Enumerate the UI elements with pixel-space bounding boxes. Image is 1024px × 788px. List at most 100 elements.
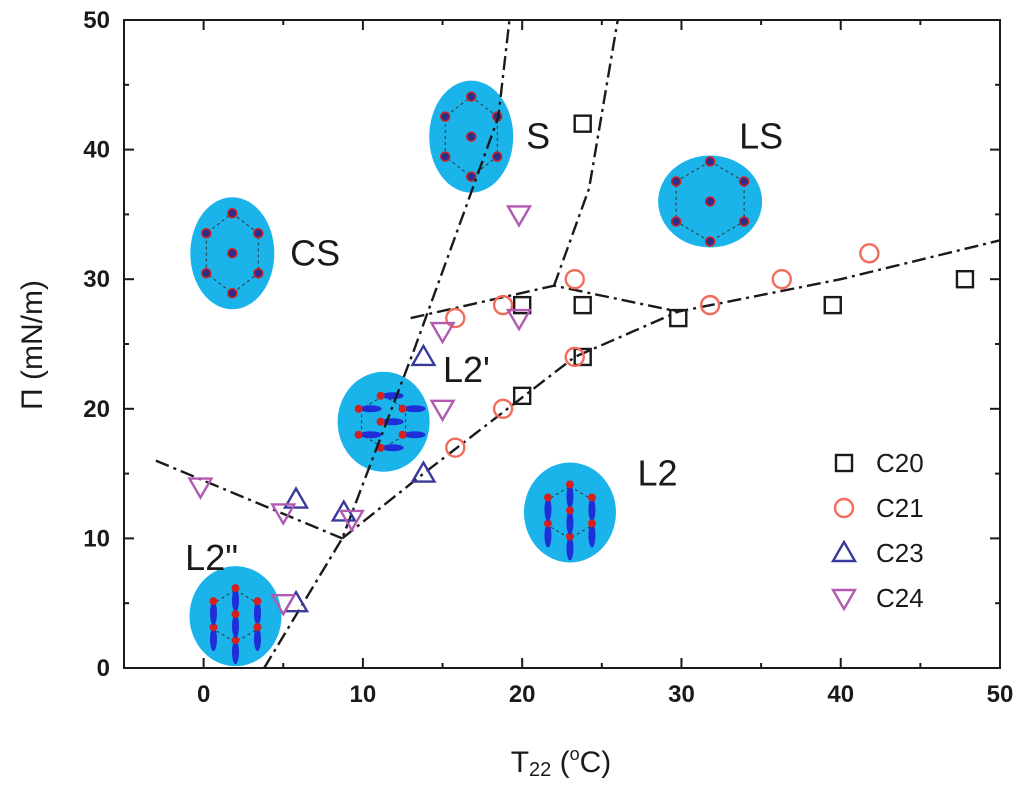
phase-icon-molecule-tail — [566, 510, 574, 535]
phase-icon-molecule-head — [376, 417, 385, 426]
phase-icon-molecule — [439, 111, 451, 122]
y-tick-label: 30 — [83, 266, 110, 293]
phase-icon-molecule-tail — [231, 588, 239, 613]
data-point-C20 — [512, 295, 532, 315]
region-labels: CS S LS L2' L2 L2" — [185, 116, 783, 578]
x-tick-label: 10 — [350, 681, 377, 708]
phase-icon-molecule-tail — [253, 601, 261, 626]
phase-icon-molecule — [670, 176, 682, 187]
y-axis-title: Π (mN/m) — [16, 280, 49, 410]
data-point-C20 — [573, 347, 592, 367]
phase-icon-molecule-tail — [359, 431, 382, 439]
phase-icon-molecule — [227, 288, 238, 299]
phase-icon-molecule — [704, 196, 716, 207]
phase-icon-L2 — [337, 371, 430, 472]
legend-label-C21: C21 — [876, 493, 924, 523]
phase-icon-molecule-head — [565, 506, 574, 515]
phase-icon-molecule-tail — [209, 601, 217, 626]
phase-icon-L2 — [189, 566, 282, 667]
data-point-C21 — [492, 294, 514, 316]
data-point-C20 — [823, 295, 842, 315]
legend-label-C23: C23 — [876, 538, 924, 568]
phase-boundary-2 — [155, 459, 343, 540]
phase-icon-molecule — [201, 268, 212, 279]
phase-icon-molecule — [227, 208, 238, 219]
phase-icon-molecule — [465, 171, 477, 182]
data-point-C24 — [429, 321, 456, 345]
legend-marker-C23 — [830, 539, 858, 563]
data-point-C23 — [410, 460, 437, 483]
phase-icon-molecule-head — [354, 404, 363, 413]
phase-icon-S — [429, 80, 514, 193]
phase-icon-molecule — [704, 236, 716, 247]
y-tick-label: 50 — [83, 7, 110, 34]
phase-icon-molecule-head — [565, 480, 574, 489]
phase-icon-molecule-head — [543, 493, 552, 502]
data-point-C21 — [859, 243, 880, 264]
phase-icon-molecule-tail — [381, 392, 404, 400]
x-tick-label: 0 — [197, 681, 210, 708]
legend-label-C20: C20 — [876, 448, 924, 478]
data-point-C21 — [445, 437, 466, 458]
phase-icon-molecule — [738, 176, 750, 187]
phase-icon-molecule-head — [587, 519, 596, 528]
region-label-L2: L2 — [638, 453, 678, 494]
data-point-C21 — [771, 269, 792, 290]
phase-icon-molecule-tail — [544, 523, 552, 548]
phase-icon-molecule-tail — [231, 614, 239, 639]
region-label-L2: L2' — [443, 349, 490, 390]
y-tick-label: 40 — [83, 137, 110, 164]
phase-icon-molecule-tail — [209, 627, 217, 652]
region-label-L2: L2" — [185, 537, 238, 578]
y-tick-label: 0 — [97, 655, 110, 682]
phase-boundary-3 — [341, 310, 679, 540]
phase-icon-molecule — [738, 216, 750, 227]
legend-marker-C21 — [833, 497, 855, 519]
phase-icon-molecule — [227, 248, 238, 259]
phase-icon-CS — [190, 197, 275, 310]
plot-area-frame — [123, 19, 1001, 669]
region-label-S: S — [526, 116, 550, 157]
x-tick-label: 20 — [509, 681, 536, 708]
x-tick-label: 30 — [668, 681, 695, 708]
data-point-C20 — [955, 270, 975, 289]
phase-boundaries — [155, 19, 1001, 669]
phase-icons — [189, 80, 763, 667]
phase-icon-molecule-tail — [403, 431, 426, 439]
phase-icon-molecule-tail — [566, 484, 574, 509]
data-point-C24 — [338, 509, 365, 533]
data-point-C23 — [282, 486, 310, 509]
phase-icon-molecule-head — [231, 584, 240, 593]
data-point-C24 — [505, 205, 533, 228]
data-point-C23 — [410, 343, 437, 367]
phase-icon-molecule — [253, 268, 264, 279]
phase-icon-molecule-head — [354, 430, 363, 439]
data-point-C24 — [187, 477, 214, 500]
phase-icon-L2 — [523, 462, 616, 563]
phase-icon-molecule-tail — [381, 444, 404, 452]
plot-frame — [123, 19, 1001, 669]
phase-icon-molecule-tail — [253, 627, 261, 652]
phase-icon-molecule — [704, 156, 716, 167]
phase-boundary-5 — [552, 19, 619, 287]
region-label-CS: CS — [290, 232, 340, 273]
phase-icon-molecule-head — [209, 623, 218, 632]
region-label-LS: LS — [739, 116, 783, 157]
data-point-C21 — [699, 294, 721, 316]
phase-icon-molecule-head — [587, 493, 596, 502]
phase-icon-molecule — [465, 131, 477, 142]
data-point-C24 — [270, 503, 297, 526]
phase-icon-molecule-tail — [588, 523, 596, 548]
data-point-C24 — [270, 594, 297, 617]
data-points — [187, 114, 975, 617]
data-point-C21 — [492, 398, 514, 419]
phase-icon-molecule — [465, 91, 477, 102]
data-point-C20 — [573, 114, 592, 133]
phase-icon-molecule-head — [376, 391, 385, 400]
x-axis-title: T22 (oC) — [511, 744, 612, 781]
data-point-C21 — [564, 346, 585, 368]
data-point-C20 — [512, 386, 532, 406]
legend-marker-C24 — [830, 588, 858, 612]
phase-icon-molecule-head — [565, 532, 574, 541]
